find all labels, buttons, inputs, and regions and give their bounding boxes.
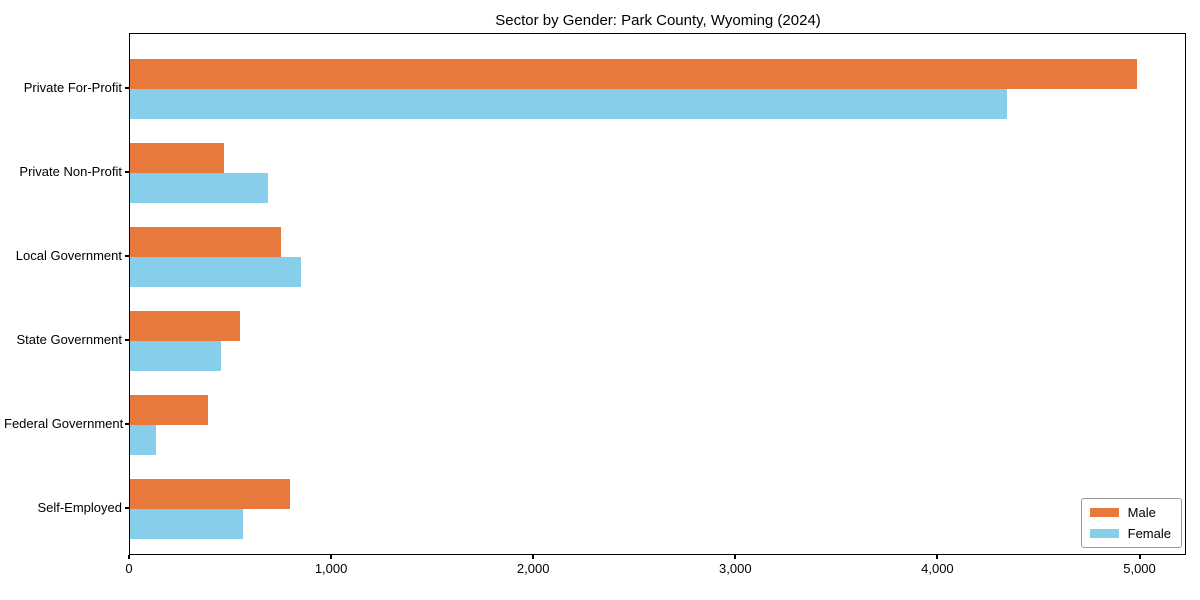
- ytick-mark-private-non-profit: [125, 170, 129, 173]
- bar-male-state-government: [130, 310, 241, 341]
- ytick-mark-self-employed: [125, 506, 129, 509]
- ytick-mark-federal-government: [125, 422, 129, 425]
- ytick-label-local-government: Local Government: [15, 247, 122, 263]
- legend-label-male: Male: [1127, 505, 1156, 520]
- xtick-label-4-000: 4,000: [921, 561, 954, 576]
- xtick-mark-0: [128, 555, 130, 559]
- ytick-mark-local-government: [125, 254, 129, 257]
- bar-male-private-non-profit: [130, 142, 224, 173]
- legend-swatch-female: [1089, 529, 1119, 538]
- legend-entry-male: Male: [1089, 505, 1171, 520]
- ytick-label-private-for-profit: Private For-Profit: [23, 79, 122, 95]
- xtick-mark-1-000: [330, 555, 333, 559]
- bar-female-local-government: [130, 256, 301, 287]
- chart-title: Sector by Gender: Park County, Wyoming (…: [495, 12, 821, 29]
- xtick-mark-5-000: [1138, 555, 1141, 559]
- xtick-mark-2-000: [532, 555, 535, 559]
- bar-female-federal-government: [130, 424, 156, 455]
- ytick-label-self-employed: Self-Employed: [37, 499, 122, 515]
- xtick-label-2-000: 2,000: [516, 561, 550, 576]
- legend-label-female: Female: [1127, 526, 1171, 541]
- xtick-label-5-000: 5,000: [1123, 561, 1156, 576]
- bar-female-private-non-profit: [130, 172, 268, 203]
- plot-area: Male Female: [129, 33, 1186, 555]
- legend: Male Female: [1080, 498, 1182, 548]
- xtick-label-0: 0: [125, 561, 133, 576]
- ytick-label-state-government: State Government: [16, 331, 123, 347]
- ytick-mark-private-for-profit: [125, 86, 129, 89]
- ytick-label-federal-government: Federal Government: [4, 415, 124, 431]
- bar-male-private-for-profit: [130, 58, 1138, 89]
- legend-swatch-male: [1089, 508, 1119, 517]
- xtick-label-3-000: 3,000: [719, 561, 752, 576]
- bar-female-private-for-profit: [130, 88, 1008, 119]
- bar-female-self-employed: [130, 508, 243, 539]
- bar-male-self-employed: [130, 478, 290, 509]
- legend-entry-female: Female: [1089, 526, 1171, 541]
- xtick-mark-3-000: [734, 555, 737, 559]
- xtick-mark-4-000: [936, 555, 939, 559]
- ytick-mark-state-government: [125, 338, 129, 341]
- bar-female-state-government: [130, 340, 221, 371]
- bar-male-local-government: [130, 226, 281, 257]
- bar-male-federal-government: [130, 394, 209, 425]
- xtick-label-1-000: 1,000: [314, 561, 348, 576]
- ytick-label-private-non-profit: Private Non-Profit: [19, 163, 122, 179]
